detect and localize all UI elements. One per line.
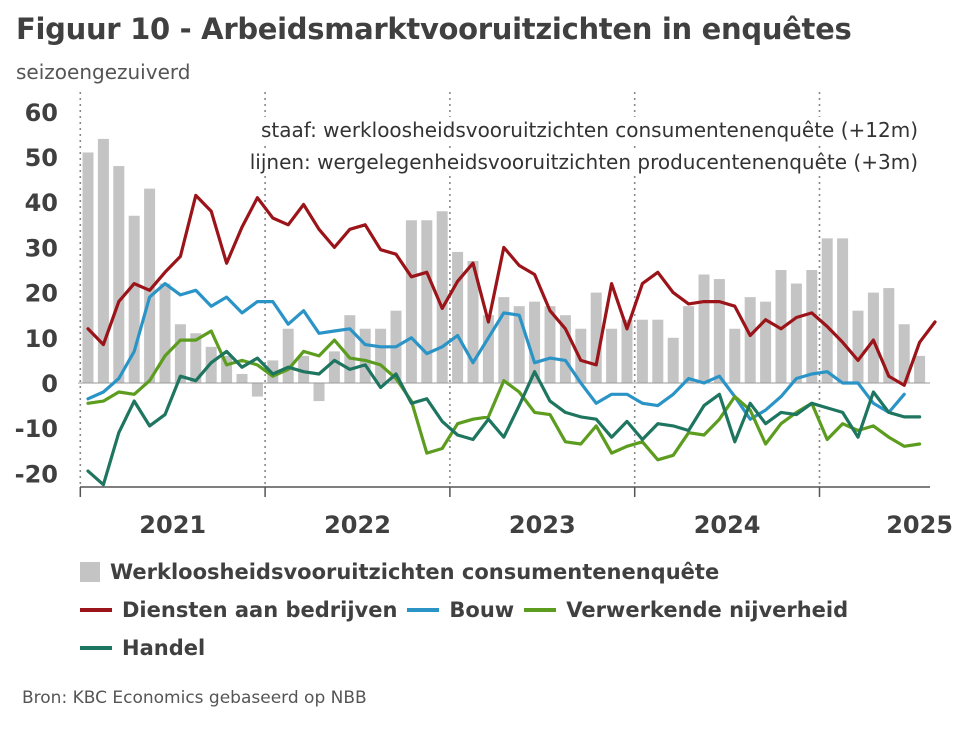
legend-label-bouw: Bouw (449, 598, 515, 622)
legend-swatch-bouw (407, 608, 440, 612)
series-line-0 (86, 193, 937, 387)
legend-swatch-bars (80, 562, 100, 582)
bar (852, 310, 864, 383)
bar (636, 319, 648, 383)
bar (606, 328, 618, 383)
bar (328, 351, 340, 383)
legend-item-bars: Werkloosheidsvooruitzichten consumentene… (80, 560, 719, 584)
chart-annotation-bg (256, 117, 922, 143)
legend-swatch-diensten (80, 608, 112, 612)
bar (375, 328, 387, 383)
bar (236, 373, 248, 383)
bar (482, 315, 494, 383)
legend-item-handel: Handel (80, 636, 205, 660)
chart-annotation: staaf: werkloosheidsvooruitzichten consu… (261, 118, 918, 142)
y-tick-label: 0 (41, 370, 58, 398)
bar (667, 337, 679, 383)
bar (529, 301, 541, 383)
chart-annotation: lijnen: wergelegenheidsvooruitzichten pr… (250, 150, 918, 174)
chart-subtitle: seizoengezuiverd (16, 60, 191, 84)
chart-title: Figuur 10 - Arbeidsmarktvooruitzichten i… (16, 12, 852, 46)
bar (436, 211, 448, 383)
bar (128, 215, 140, 383)
bar (559, 315, 571, 383)
bar (590, 292, 602, 383)
legend-label-diensten: Diensten aan bedrijven (122, 598, 398, 622)
bar (914, 355, 926, 383)
x-year-label: 2025 (886, 511, 953, 539)
bar (806, 270, 818, 383)
bar (821, 238, 833, 383)
bar (467, 260, 479, 383)
y-tick-label: -20 (15, 460, 58, 488)
bar (405, 220, 417, 383)
legend: Werkloosheidsvooruitzichten consumentene… (80, 553, 858, 667)
legend-label-verwerkende: Verwerkende nijverheid (566, 598, 849, 622)
bar (837, 238, 849, 383)
bar (113, 166, 125, 383)
bar (898, 324, 910, 383)
y-tick-label: 50 (25, 144, 58, 172)
series-line-3 (86, 349, 922, 487)
bar (498, 297, 510, 383)
x-year-label: 2022 (324, 511, 391, 539)
bar (159, 283, 171, 383)
y-tick-label: 10 (25, 325, 58, 353)
bar (190, 333, 202, 383)
bar (359, 328, 371, 383)
chart-annotation-bg (245, 149, 922, 175)
x-year-label: 2024 (694, 511, 761, 539)
y-tick-label: 40 (25, 189, 58, 217)
bar (621, 319, 633, 383)
bar (698, 274, 710, 383)
bar (729, 328, 741, 383)
bar (97, 138, 109, 383)
x-year-label: 2023 (509, 511, 576, 539)
bar (313, 383, 325, 402)
bar (744, 297, 756, 383)
bar (267, 360, 279, 383)
source-note: Bron: KBC Economics gebaseerd op NBB (22, 688, 367, 708)
legend-swatch-verwerkende (524, 608, 557, 612)
legend-item-verwerkende: Verwerkende nijverheid (524, 598, 848, 622)
bar (298, 355, 310, 383)
bar (713, 279, 725, 383)
bar (575, 328, 587, 383)
y-tick-label: 30 (25, 234, 58, 262)
series-line-2 (86, 329, 922, 462)
y-tick-label: -10 (15, 415, 58, 443)
bar (652, 319, 664, 383)
x-year-label: 2021 (139, 511, 206, 539)
bar (883, 288, 895, 383)
bar (144, 188, 156, 383)
bar (282, 328, 294, 383)
bar (513, 306, 525, 383)
bar (221, 355, 233, 383)
legend-item-diensten: Diensten aan bedrijven (80, 598, 397, 622)
legend-item-bouw: Bouw (407, 598, 514, 622)
series-line-1 (86, 282, 906, 421)
bar (344, 315, 356, 383)
bar (544, 306, 556, 383)
bar (775, 270, 787, 383)
bar (174, 324, 186, 383)
bar (760, 301, 772, 383)
y-tick-label: 60 (25, 99, 58, 127)
bar (790, 283, 802, 383)
chart-plot: 60 50 40 30 20 10 0 -10 -20 2021 2022 2023 2024 2025 s… (15, 92, 953, 539)
bar (251, 383, 263, 397)
bar (867, 292, 879, 383)
bar (452, 251, 464, 383)
y-tick-label: 20 (25, 280, 58, 308)
legend-label-bars: Werkloosheidsvooruitzichten consumentene… (110, 560, 720, 584)
bar (421, 220, 433, 383)
legend-label-handel: Handel (122, 636, 206, 660)
bar (683, 306, 695, 383)
legend-swatch-handel (80, 646, 112, 650)
bar (82, 152, 94, 383)
